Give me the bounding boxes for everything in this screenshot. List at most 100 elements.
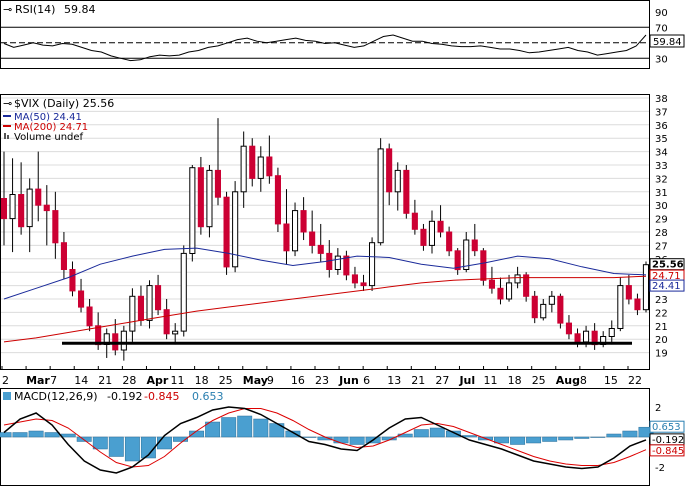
candle-body	[309, 231, 316, 246]
x-tick-label: 27	[435, 374, 449, 387]
candle-body	[266, 156, 273, 177]
candle-body	[625, 285, 632, 300]
candlestick	[343, 250, 350, 281]
candlestick	[471, 223, 478, 257]
candle-body	[617, 285, 624, 330]
candlestick	[283, 189, 290, 265]
last-value-ma200: 24.71	[652, 271, 681, 282]
macd-histogram-bar	[558, 436, 574, 441]
price-y-tick-label: 23	[655, 295, 668, 306]
candle-body	[360, 282, 367, 287]
macd-y-tick-label: 2	[655, 403, 661, 414]
macd-histogram-bar	[285, 430, 301, 438]
candle-body	[343, 255, 350, 276]
candlestick	[360, 274, 367, 291]
candlestick	[531, 290, 538, 324]
candlestick	[617, 277, 624, 332]
candlestick	[446, 226, 453, 257]
x-tick-label: May	[243, 374, 268, 387]
candle-body	[283, 223, 290, 252]
candle-body	[0, 198, 7, 220]
candle-body	[506, 282, 513, 300]
legend-ma200: MA(200) 24.71	[14, 122, 88, 133]
candlestick	[540, 299, 547, 321]
macd-histogram-bar	[253, 418, 269, 438]
candle-body	[548, 295, 555, 305]
candlestick	[506, 274, 513, 302]
macd-histogram-bar	[28, 430, 44, 438]
candle-body	[240, 145, 247, 193]
candle-body	[214, 169, 221, 198]
candle-body	[60, 242, 68, 270]
price-y-tick-label: 34	[655, 148, 668, 159]
candle-body	[446, 231, 453, 252]
price-y-tick-label: 37	[655, 107, 668, 118]
x-tick-label: 25	[219, 374, 233, 387]
macd-histogram-value: 0.653	[192, 390, 224, 403]
candle-body	[351, 274, 358, 284]
macd-histogram-bar	[494, 436, 509, 444]
candlestick	[155, 274, 162, 316]
last-value-ma50: 24.41	[652, 281, 681, 292]
x-tick-label: 16	[291, 374, 305, 387]
candle-body	[437, 220, 444, 233]
legend-price: $VIX (Daily) 25.56	[14, 97, 114, 110]
candlestick	[634, 293, 641, 316]
candlestick	[411, 199, 418, 235]
candlestick	[317, 223, 324, 262]
price-y-tick-label: 33	[655, 161, 668, 172]
rsi-title: RSI(14)	[15, 3, 55, 16]
macd-histogram-bar	[606, 433, 622, 438]
candle-body	[137, 295, 144, 321]
candle-body	[223, 196, 230, 268]
macd-histogram-bar	[622, 430, 638, 438]
candlestick	[129, 288, 136, 342]
candlestick	[18, 162, 25, 235]
x-tick-label: 21	[98, 374, 112, 387]
rsi-panel: 30507090 ⊸ RSI(14) 59.84 59.84	[0, 0, 685, 69]
candle-body	[471, 239, 478, 252]
candle-body	[189, 167, 196, 254]
candle-body	[249, 145, 256, 179]
price-legend: ⊸ $VIX (Daily) 25.56 MA(50) 24.41 MA(200…	[3, 97, 114, 143]
candlestick	[548, 290, 555, 313]
candle-body	[377, 148, 384, 244]
candlestick	[488, 266, 495, 294]
x-tick-label: 21	[411, 374, 425, 387]
candle-body	[531, 295, 538, 319]
rsi-y-tick-label: 70	[655, 23, 668, 34]
price-y-tick-label: 30	[655, 201, 668, 212]
macd-histogram-bar	[333, 436, 349, 444]
macd-histogram-bar	[205, 421, 221, 438]
candlestick	[309, 210, 316, 254]
candle-body	[411, 212, 418, 230]
macd-histogram-bar	[124, 436, 140, 462]
macd-histogram-bar	[140, 436, 156, 459]
candle-body	[206, 169, 213, 228]
macd-last-value-macd: -0.192	[652, 435, 684, 446]
candle-body	[163, 309, 170, 335]
macd-panel: -202 MACD(12,26,9) -0.192 -0.845 0.653 0…	[0, 388, 685, 486]
candlestick	[300, 197, 307, 241]
candlestick	[26, 178, 33, 253]
vix-icon: ⊸	[3, 97, 12, 110]
candle-body	[420, 228, 427, 246]
x-tick-label: Mar	[26, 374, 50, 387]
candlestick	[625, 274, 632, 305]
rsi-y-tick-label: 30	[655, 54, 668, 65]
candle-body	[86, 306, 93, 327]
candlestick	[78, 278, 85, 313]
x-tick-label: 2	[2, 374, 9, 387]
x-tick-label: 7	[50, 374, 57, 387]
macd-value: -0.192	[107, 390, 142, 403]
candle-body	[497, 287, 504, 300]
macd-histogram-bar	[542, 436, 558, 442]
macd-histogram-bar	[413, 429, 429, 438]
candlestick	[214, 118, 221, 206]
price-y-tick-label: 27	[655, 241, 668, 252]
price-y-tick-label: 38	[655, 94, 668, 105]
candlestick	[189, 165, 196, 262]
x-tick-label: 22	[628, 374, 642, 387]
